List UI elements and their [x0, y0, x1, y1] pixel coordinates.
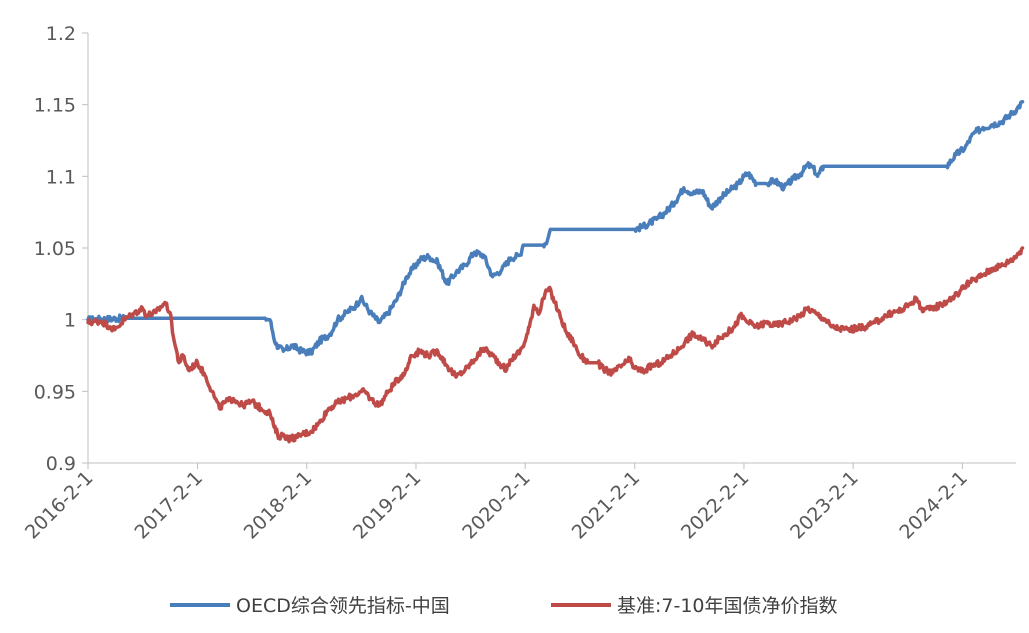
- x-tick-label: 2024-2-1: [895, 467, 972, 544]
- series-line-0: [86, 100, 1025, 357]
- legend-label-1: 基准:7-10年国债净价指数: [617, 595, 838, 617]
- x-tick-label: 2019-2-1: [349, 467, 426, 544]
- legend-label-0: OECD综合领先指标-中国: [236, 595, 450, 617]
- y-tick-label: 1.2: [46, 23, 76, 45]
- y-tick-label: 1.15: [34, 95, 76, 117]
- y-tick-label: 0.95: [34, 381, 76, 403]
- y-tick-label: 0.9: [46, 453, 76, 475]
- x-tick-label: 2022-2-1: [677, 467, 754, 544]
- x-tick-label: 2020-2-1: [458, 467, 535, 544]
- y-tick-label: 1: [64, 310, 76, 332]
- y-tick-label: 1.05: [34, 238, 76, 260]
- x-tick-label: 2018-2-1: [240, 467, 317, 544]
- x-tick-label: 2021-2-1: [568, 467, 645, 544]
- axes-layer: 0.9 0.95 1 1.05 1.1 1.15 1.2 2016-2-1 2017-2-1 20…: [21, 23, 1016, 544]
- y-tick-label: 1.1: [46, 166, 76, 188]
- legend: OECD综合领先指标-中国 基准:7-10年国债净价指数: [170, 595, 838, 617]
- x-tick-label: 2016-2-1: [21, 467, 98, 544]
- x-tick-label: 2023-2-1: [786, 467, 863, 544]
- x-tick-label: 2017-2-1: [131, 467, 208, 544]
- series-layer: [86, 100, 1025, 444]
- series-line-1: [86, 246, 1025, 444]
